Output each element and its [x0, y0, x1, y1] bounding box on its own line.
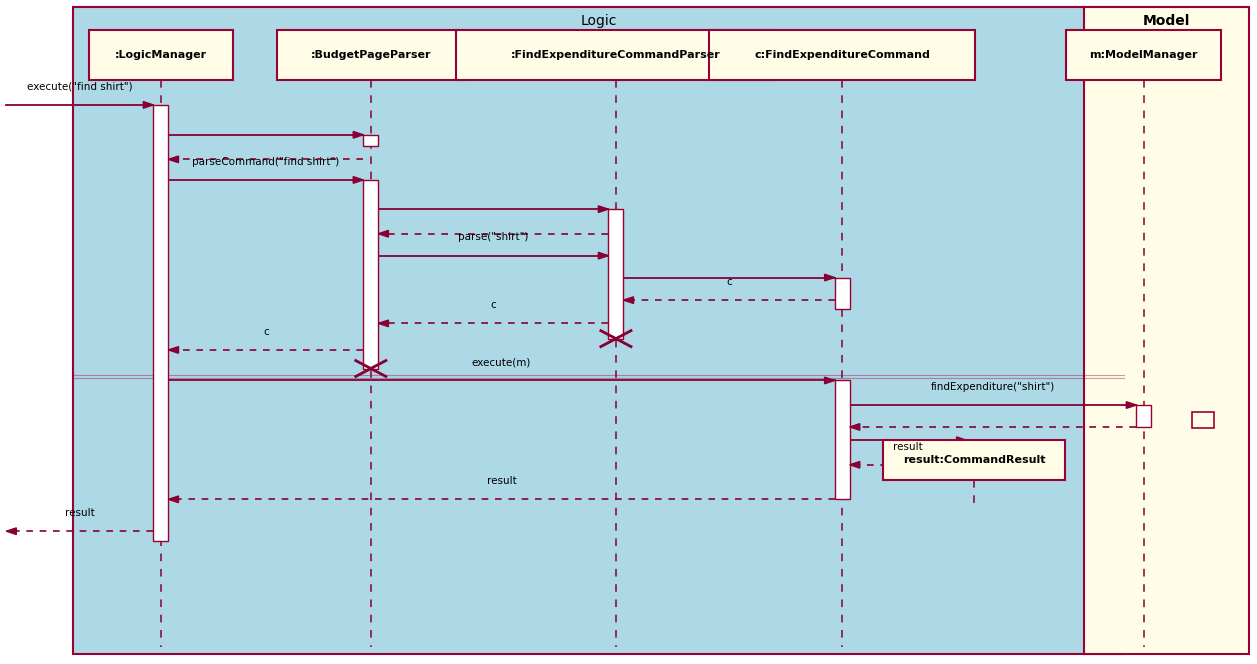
Text: c: c — [490, 300, 497, 310]
Polygon shape — [850, 424, 860, 430]
Bar — [73, 7, 1124, 654]
Text: Model: Model — [1143, 14, 1190, 29]
Text: execute(m): execute(m) — [471, 357, 532, 367]
Polygon shape — [623, 297, 634, 303]
Text: Logic: Logic — [581, 14, 616, 29]
Polygon shape — [353, 131, 363, 138]
Text: result: result — [894, 442, 923, 452]
Polygon shape — [850, 461, 860, 468]
Polygon shape — [378, 230, 388, 237]
Text: parse("shirt"): parse("shirt") — [459, 232, 528, 242]
Polygon shape — [825, 274, 835, 281]
Bar — [1066, 30, 1222, 80]
Bar — [1192, 412, 1214, 428]
Polygon shape — [168, 156, 178, 163]
Polygon shape — [957, 437, 967, 444]
Bar — [89, 30, 233, 80]
Polygon shape — [378, 320, 388, 327]
Bar — [835, 278, 850, 309]
Bar — [363, 180, 378, 369]
Text: findExpenditure("shirt"): findExpenditure("shirt") — [931, 382, 1055, 392]
Bar — [835, 380, 850, 499]
Polygon shape — [353, 177, 363, 183]
Text: execute("find shirt"): execute("find shirt") — [26, 82, 133, 92]
Polygon shape — [825, 377, 835, 384]
Bar — [608, 209, 623, 339]
Text: result: result — [486, 476, 517, 486]
Bar — [882, 440, 1066, 480]
Bar — [1084, 7, 1249, 654]
Polygon shape — [143, 102, 153, 108]
Text: :BudgetPageParser: :BudgetPageParser — [310, 50, 431, 60]
Text: c: c — [727, 277, 732, 287]
Bar — [363, 135, 378, 146]
Polygon shape — [168, 347, 178, 353]
Text: result: result — [65, 508, 94, 518]
Text: parseCommand("find shirt"): parseCommand("find shirt") — [192, 157, 339, 167]
Bar — [709, 30, 975, 80]
Bar — [153, 105, 168, 541]
Bar — [455, 30, 777, 80]
Text: result:CommandResult: result:CommandResult — [903, 455, 1046, 465]
Text: c: c — [263, 327, 269, 337]
Text: :FindExpenditureCommandParser: :FindExpenditureCommandParser — [512, 50, 720, 60]
Polygon shape — [598, 252, 608, 259]
Polygon shape — [598, 206, 608, 212]
Polygon shape — [1126, 402, 1136, 408]
Text: :LogicManager: :LogicManager — [114, 50, 207, 60]
Polygon shape — [168, 496, 178, 503]
Polygon shape — [6, 528, 16, 535]
Bar — [277, 30, 465, 80]
Text: c:FindExpenditureCommand: c:FindExpenditureCommand — [754, 50, 930, 60]
Bar — [1136, 405, 1151, 427]
Text: m:ModelManager: m:ModelManager — [1090, 50, 1198, 60]
